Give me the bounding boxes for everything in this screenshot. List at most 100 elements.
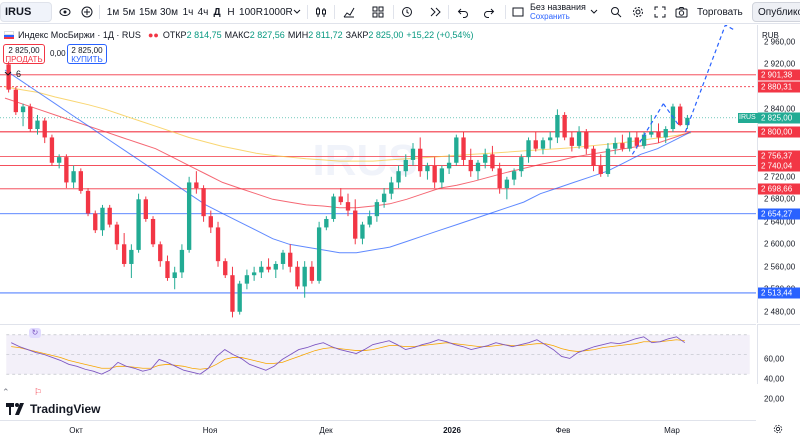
interval-1m[interactable]: 1м <box>106 6 120 18</box>
candle-up <box>331 196 336 219</box>
trade-button[interactable]: Торговать <box>697 6 743 18</box>
candle-down <box>656 131 661 138</box>
candle-up <box>100 207 105 231</box>
replay-icon[interactable] <box>428 4 442 20</box>
time-axis-tick: Мар <box>664 426 680 435</box>
rsi-indicator-icon[interactable]: ↻ <box>29 328 41 338</box>
price-chart[interactable]: IRUS <box>0 25 756 323</box>
candle-up <box>251 272 257 276</box>
candle-up <box>483 154 488 163</box>
fullscreen-icon[interactable] <box>653 4 667 20</box>
time-axis-tick: Фев <box>555 426 571 435</box>
market-status-icon[interactable]: ●● <box>147 30 159 40</box>
templates-icon[interactable] <box>371 4 385 20</box>
candle-down <box>121 244 127 264</box>
candle-down <box>208 216 213 228</box>
search-icon[interactable] <box>609 4 623 20</box>
candle-down <box>194 182 199 189</box>
time-axis-tick: Дек <box>319 426 333 435</box>
buy-button[interactable]: 2 825,00 КУПИТЬ <box>67 44 107 64</box>
settings-gear-icon[interactable] <box>631 4 645 20</box>
undo-icon[interactable] <box>456 4 470 20</box>
interval-100r[interactable]: 100R <box>239 6 263 18</box>
candle-down <box>634 137 640 146</box>
candle-up <box>504 179 510 189</box>
layout-name[interactable]: Без названия Сохранить <box>530 2 586 22</box>
axis-settings-gear-icon[interactable] <box>773 424 783 434</box>
interval-4h[interactable]: 4ч <box>197 6 209 18</box>
candle-up <box>396 171 401 183</box>
publish-button[interactable]: Опубликовать <box>752 2 800 22</box>
candle-down <box>309 266 315 281</box>
candle-up <box>548 137 553 141</box>
candle-up <box>425 165 430 172</box>
interval-30m[interactable]: 30м <box>160 6 178 18</box>
price-axis-tick: 2 720,00 <box>764 172 796 182</box>
interval-dropdown-icon[interactable] <box>293 4 301 20</box>
layout-icon[interactable] <box>511 4 525 20</box>
layout-dropdown-icon[interactable] <box>589 4 599 20</box>
candle-up <box>136 199 141 250</box>
candle-up <box>519 157 524 172</box>
price-level-tag[interactable]: 2 800,00 <box>758 126 800 138</box>
candle-up <box>172 272 177 279</box>
symbol-search-button[interactable]: IRUS <box>0 2 52 22</box>
interval-5m[interactable]: 5м <box>122 6 136 18</box>
price-level-tag[interactable]: 2 654,27 <box>758 208 800 220</box>
candle-up <box>35 120 40 130</box>
legend-title: Индекс МосБиржи · 1Д · RUS <box>18 30 141 40</box>
event-flag-icon[interactable]: ⚐ <box>34 387 43 397</box>
candle-up <box>381 193 387 203</box>
time-axis-tick: Ноя <box>202 426 218 435</box>
interval-1000r[interactable]: 1000R <box>263 6 293 18</box>
alert-icon[interactable] <box>400 4 414 20</box>
price-level-tag[interactable]: 2 513,44 <box>758 287 800 299</box>
price-axis[interactable]: 2 960,002 920,002 840,002 760,002 720,00… <box>757 25 800 323</box>
chevron-down-icon <box>4 71 12 76</box>
price-axis-tick: 2 960,00 <box>764 37 796 47</box>
currency-label: RUB <box>762 31 779 40</box>
layout-save-link[interactable]: Сохранить <box>530 12 570 21</box>
projection-path <box>662 103 680 127</box>
camera-icon[interactable] <box>674 4 688 20</box>
candles-style-icon[interactable] <box>314 4 328 20</box>
add-symbol-icon[interactable] <box>80 4 94 20</box>
ma-yellow-line <box>4 86 692 162</box>
interval-week[interactable]: Н <box>227 6 235 18</box>
candle-down <box>230 275 235 312</box>
interval-15m[interactable]: 15м <box>139 6 157 18</box>
symbol-price-label: IRUS <box>738 112 758 123</box>
tradingview-logo[interactable]: TradingView <box>6 402 100 416</box>
candle-down <box>295 266 300 287</box>
projection-path <box>631 25 736 155</box>
candle-up <box>237 283 242 312</box>
candle-down <box>598 165 603 174</box>
candle-up <box>244 275 250 284</box>
price-level-tag[interactable]: 2 880,31 <box>758 81 800 93</box>
candle-down <box>490 154 495 169</box>
price-level-tag[interactable]: 2 825,00 <box>758 112 800 124</box>
indicators-icon[interactable] <box>342 4 356 20</box>
redo-icon[interactable] <box>482 4 496 20</box>
rsi-axis-tick: 20,00 <box>764 394 785 404</box>
price-axis-tick: 2 600,00 <box>764 239 796 249</box>
price-level-tag[interactable]: 2 740,04 <box>758 160 800 172</box>
interval-1h[interactable]: 1ч <box>182 6 194 18</box>
price-level-tag[interactable]: 2 698,66 <box>758 183 800 195</box>
candle-down <box>158 244 163 262</box>
chart-legend: Индекс МосБиржи · 1Д · RUS ●● ОТКР 2 814,… <box>4 29 476 41</box>
rsi-pane[interactable] <box>0 324 756 384</box>
collapse-icon[interactable]: ⌃ <box>2 387 10 397</box>
price-level-tag[interactable]: 2 756,37 <box>758 150 800 162</box>
price-level-tag[interactable]: 2 901,38 <box>758 69 800 81</box>
compare-symbol-icon[interactable] <box>58 4 72 20</box>
candle-up <box>526 140 531 158</box>
candle-up <box>576 131 582 146</box>
time-axis[interactable]: Окт Ноя Дек 2026 Фев Мар <box>0 420 756 439</box>
rsi-axis[interactable]: 60,00 40,00 20,00 <box>757 324 800 404</box>
candle-down <box>591 148 596 166</box>
indicators-count: 6 <box>16 69 22 79</box>
sell-button[interactable]: 2 825,00 ПРОДАТЬ <box>3 44 45 64</box>
indicators-toggle[interactable]: 6 <box>4 69 21 79</box>
interval-day[interactable]: Д <box>213 6 221 18</box>
